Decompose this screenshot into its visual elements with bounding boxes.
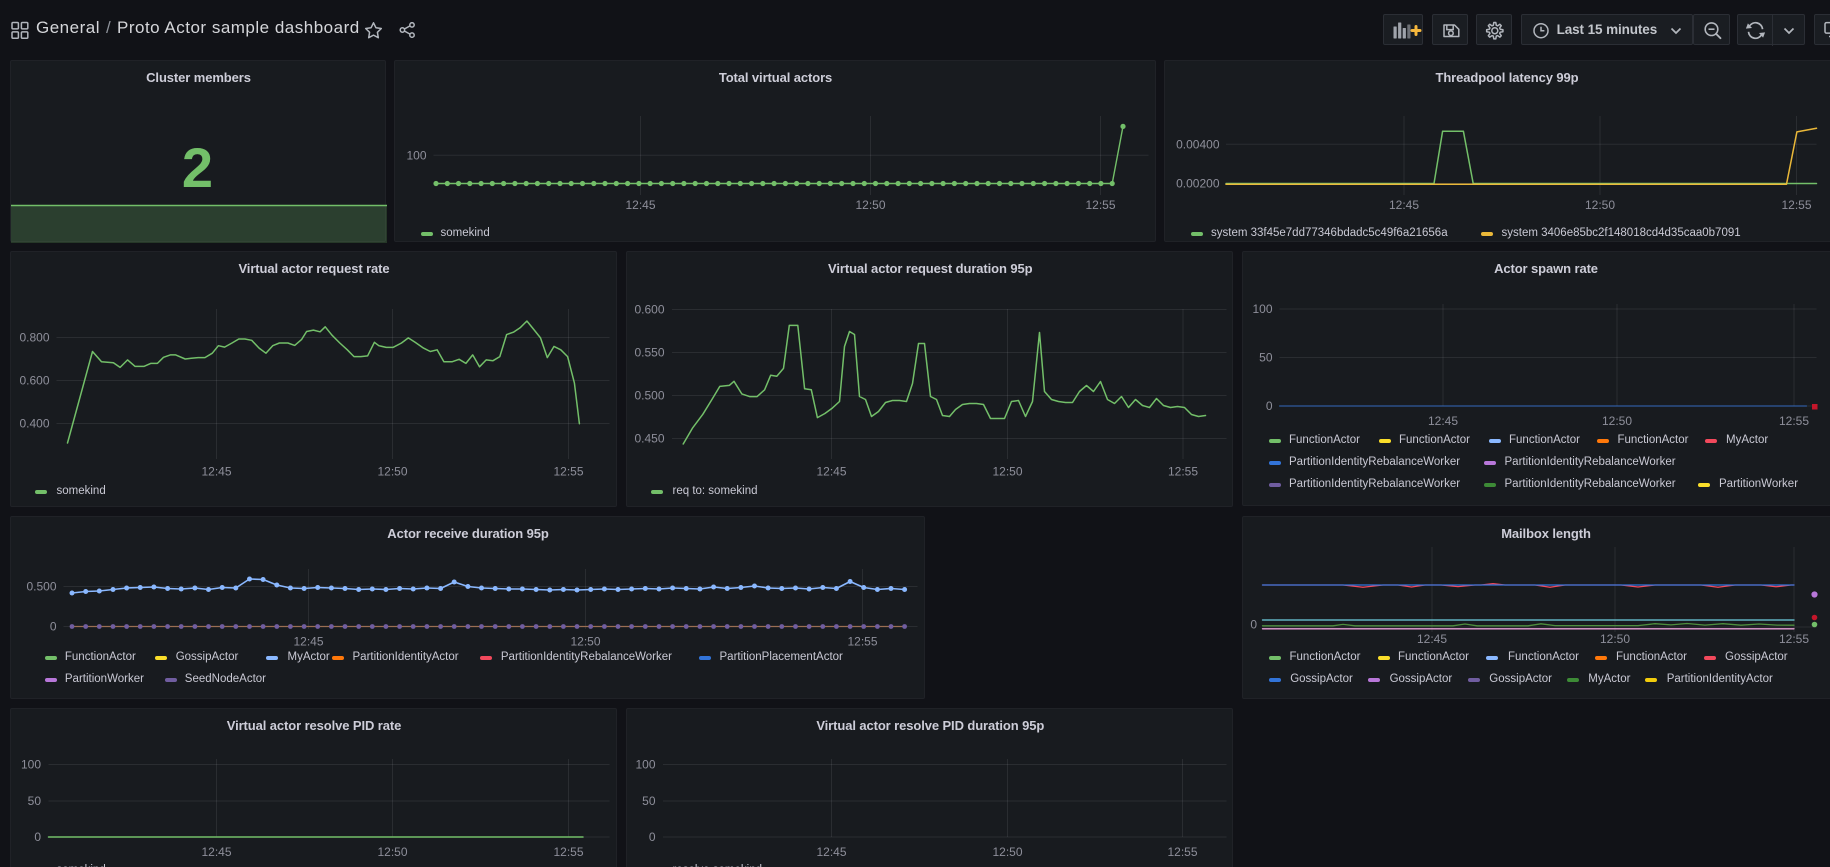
svg-text:12:45: 12:45 [1388, 198, 1418, 212]
svg-text:0.550: 0.550 [634, 345, 664, 359]
svg-text:12:50: 12:50 [1601, 414, 1631, 428]
svg-text:100: 100 [20, 757, 40, 771]
svg-text:50: 50 [1259, 350, 1273, 364]
svg-text:50: 50 [27, 794, 41, 808]
svg-text:12:50: 12:50 [992, 464, 1022, 478]
svg-text:0.500: 0.500 [26, 579, 56, 593]
svg-text:0: 0 [1265, 399, 1272, 413]
svg-text:12:55: 12:55 [1781, 198, 1811, 212]
svg-text:12:50: 12:50 [1584, 198, 1614, 212]
svg-text:12:55: 12:55 [553, 845, 583, 859]
svg-text:0.600: 0.600 [634, 302, 664, 316]
svg-text:100: 100 [1252, 302, 1272, 316]
svg-text:12:45: 12:45 [201, 464, 231, 478]
svg-text:0.500: 0.500 [634, 388, 664, 402]
svg-text:12:45: 12:45 [816, 845, 846, 859]
svg-text:12:55: 12:55 [1167, 464, 1197, 478]
svg-text:0.800: 0.800 [19, 330, 49, 344]
svg-text:12:45: 12:45 [625, 198, 655, 212]
svg-text:0.600: 0.600 [19, 373, 49, 387]
svg-text:12:45: 12:45 [293, 634, 323, 648]
svg-text:0.450: 0.450 [634, 431, 664, 445]
svg-text:100: 100 [406, 148, 426, 162]
svg-text:0.00400: 0.00400 [1176, 137, 1220, 151]
svg-text:0.400: 0.400 [19, 416, 49, 430]
svg-text:12:50: 12:50 [1599, 632, 1629, 646]
svg-text:12:55: 12:55 [1778, 632, 1808, 646]
svg-text:0: 0 [34, 830, 41, 844]
svg-text:0.00200: 0.00200 [1176, 177, 1220, 191]
svg-text:12:55: 12:55 [847, 634, 877, 648]
svg-text:12:55: 12:55 [1778, 414, 1808, 428]
svg-text:12:55: 12:55 [553, 464, 583, 478]
svg-text:12:50: 12:50 [992, 845, 1022, 859]
svg-text:12:45: 12:45 [1427, 414, 1457, 428]
svg-text:12:50: 12:50 [377, 464, 407, 478]
svg-text:50: 50 [642, 794, 656, 808]
svg-text:0: 0 [49, 619, 56, 633]
svg-text:12:55: 12:55 [1167, 845, 1197, 859]
svg-text:12:55: 12:55 [1085, 198, 1115, 212]
svg-text:12:45: 12:45 [1416, 632, 1446, 646]
svg-text:100: 100 [635, 757, 655, 771]
svg-text:12:50: 12:50 [855, 198, 885, 212]
svg-text:0: 0 [1250, 617, 1257, 631]
svg-text:0: 0 [648, 830, 655, 844]
svg-text:12:50: 12:50 [570, 634, 600, 648]
svg-text:12:45: 12:45 [816, 464, 846, 478]
svg-text:12:45: 12:45 [201, 845, 231, 859]
svg-text:12:50: 12:50 [377, 845, 407, 859]
